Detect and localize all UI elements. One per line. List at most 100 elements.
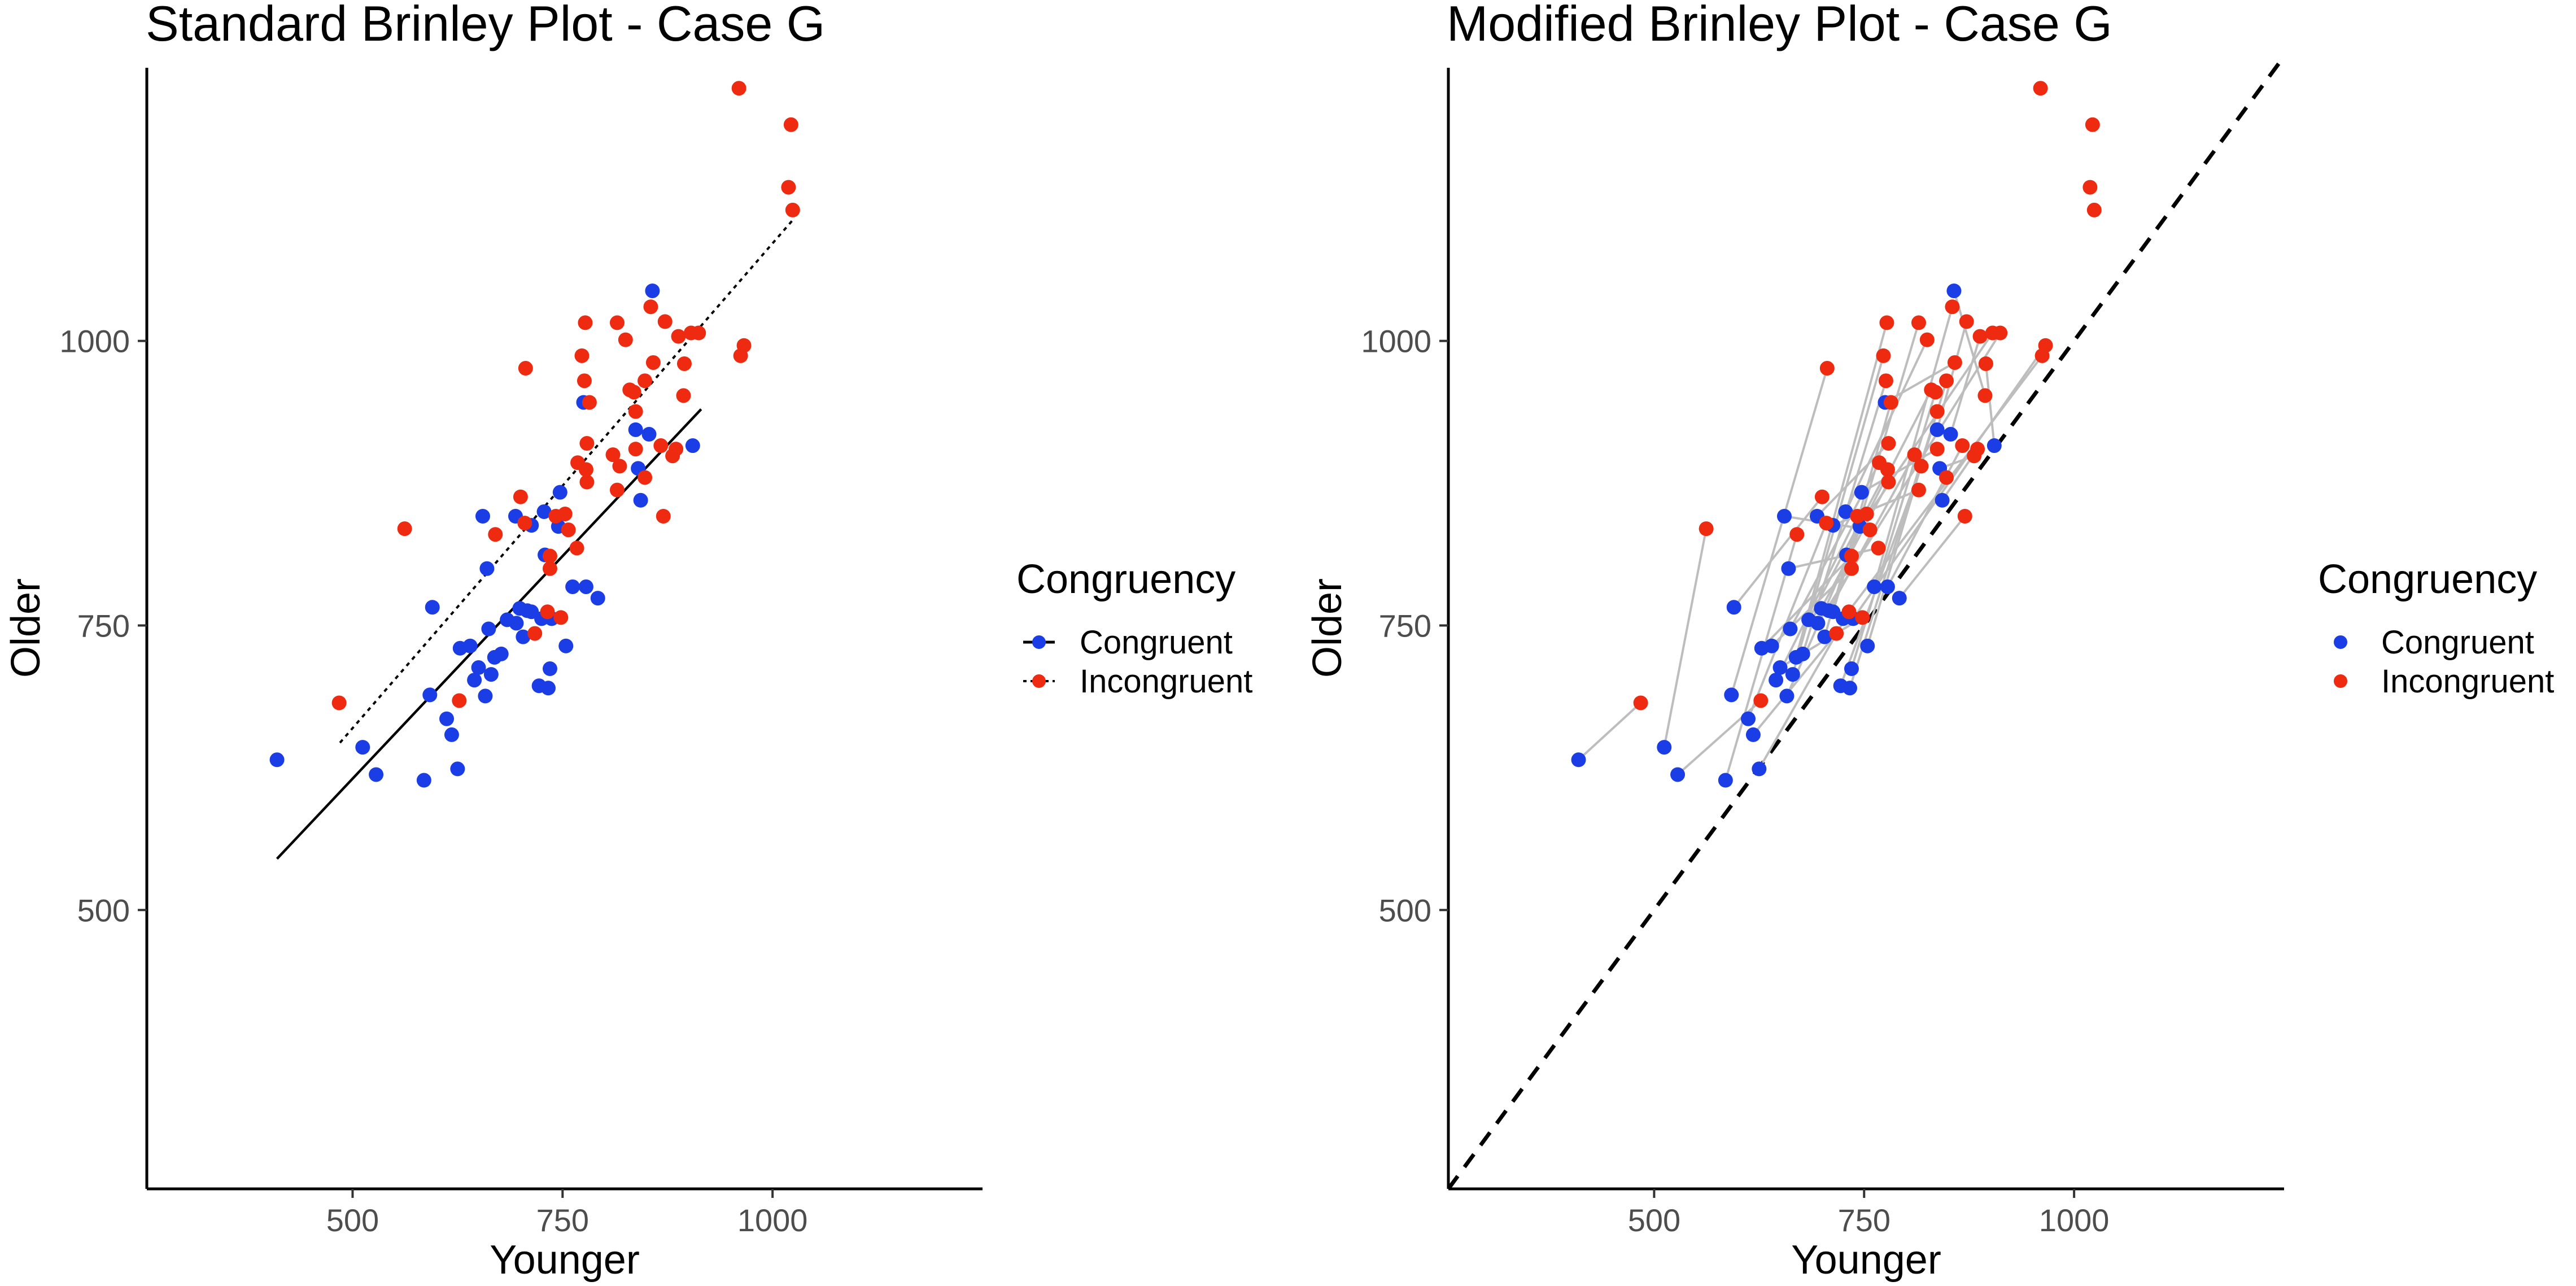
connector-line	[1578, 702, 1641, 761]
legend-title: Congruency	[2318, 557, 2537, 602]
x-axis-title: Younger	[490, 1237, 640, 1283]
point-incongruent	[582, 395, 597, 410]
point-incongruent	[397, 521, 412, 537]
point-incongruent	[513, 489, 528, 504]
point-congruent	[558, 638, 574, 653]
connector-line	[1733, 496, 1823, 608]
point-incongruent	[1829, 626, 1844, 641]
point-congruent	[552, 485, 567, 500]
point-incongruent	[653, 438, 669, 454]
point-incongruent	[1972, 329, 1988, 344]
point-congruent	[1810, 616, 1826, 631]
data-points	[1571, 81, 2102, 788]
point-incongruent	[1879, 315, 1894, 330]
point-incongruent	[1978, 356, 1993, 371]
data-points	[269, 81, 800, 788]
legend: Congruency Congruent Incongruent	[2318, 557, 2554, 700]
connector-line	[1752, 633, 1837, 736]
point-incongruent	[691, 325, 706, 341]
point-congruent	[1776, 509, 1792, 524]
legend-label-congruent: Congruent	[1080, 624, 1233, 661]
x-tick-label: 750	[536, 1202, 589, 1238]
point-incongruent	[1883, 395, 1898, 410]
point-incongruent	[656, 509, 671, 524]
point-incongruent	[1633, 695, 1648, 710]
point-congruent	[481, 621, 496, 637]
point-incongruent	[781, 180, 796, 195]
point-incongruent	[785, 202, 800, 217]
point-congruent	[509, 616, 524, 631]
legend-label-congruent: Congruent	[2381, 624, 2534, 661]
point-incongruent	[736, 338, 752, 353]
y-tick-label: 750	[77, 608, 130, 643]
point-congruent	[628, 422, 643, 437]
point-congruent	[439, 711, 455, 726]
point-incongruent	[1977, 388, 1993, 403]
point-congruent	[1817, 629, 1832, 644]
point-congruent	[536, 504, 552, 519]
point-incongruent	[561, 522, 576, 538]
point-incongruent	[578, 462, 593, 477]
chart-title-modified: Modified Brinley Plot - Case G	[1447, 0, 2112, 51]
y-axis-title: Older	[3, 578, 49, 678]
point-congruent	[1657, 740, 1672, 755]
point-congruent	[578, 579, 593, 594]
point-congruent	[355, 740, 370, 755]
point-incongruent	[605, 447, 621, 463]
point-incongruent	[1841, 604, 1857, 620]
chart-title-standard: Standard Brinley Plot - Case G	[146, 0, 825, 51]
connector-line	[1775, 516, 1859, 681]
standard-brinley-panel: Standard Brinley Plot - Case G 500 750 100…	[3, 0, 1252, 1283]
point-congruent	[478, 688, 493, 704]
point-congruent	[565, 579, 580, 594]
connector-line	[1984, 363, 1996, 446]
identity-line	[1447, 55, 2286, 1191]
axis-ticks: 500 750 1000 500 750 1000	[59, 324, 807, 1238]
point-congruent	[1946, 283, 1962, 298]
point-incongruent	[1939, 373, 1954, 389]
point-congruent	[641, 426, 657, 442]
connector-line	[1663, 528, 1708, 748]
point-incongruent	[2038, 338, 2053, 353]
connector-lines	[1578, 290, 2047, 781]
point-incongruent	[1876, 348, 1891, 363]
point-incongruent	[569, 540, 584, 556]
point-incongruent	[1814, 489, 1830, 504]
legend-label-incongruent: Incongruent	[2381, 663, 2554, 700]
point-incongruent	[2033, 81, 2048, 96]
point-incongruent	[1855, 610, 1870, 625]
legend-title: Congruency	[1016, 557, 1235, 602]
connector-line	[1730, 368, 1828, 695]
point-congruent	[1764, 638, 1779, 653]
point-congruent	[1943, 426, 1958, 442]
point-incongruent	[1911, 315, 1926, 330]
point-congruent	[483, 667, 499, 682]
point-incongruent	[1970, 442, 1985, 457]
point-congruent	[1867, 579, 1882, 594]
connector-line	[1866, 380, 1948, 647]
x-axis-title: Younger	[1791, 1237, 1941, 1283]
x-tick-label: 500	[326, 1202, 379, 1238]
point-incongruent	[557, 506, 573, 521]
point-congruent	[1781, 561, 1796, 576]
point-incongruent	[1753, 693, 1769, 708]
point-incongruent	[488, 527, 503, 542]
point-congruent	[1986, 438, 2002, 454]
y-tick-label: 1000	[59, 324, 130, 359]
point-congruent	[1718, 773, 1733, 788]
point-congruent	[444, 727, 459, 742]
point-incongruent	[1699, 521, 1714, 537]
point-congruent	[1726, 600, 1741, 615]
point-congruent	[471, 660, 486, 675]
point-incongruent	[540, 604, 555, 620]
point-incongruent	[1878, 373, 1893, 389]
point-congruent	[1854, 485, 1869, 500]
point-incongruent	[577, 373, 592, 389]
point-incongruent	[1871, 540, 1886, 556]
point-congruent	[1769, 673, 1784, 688]
connector-line	[1884, 361, 1955, 404]
point-congruent	[590, 591, 605, 606]
point-incongruent	[638, 373, 653, 389]
point-incongruent	[574, 348, 590, 363]
point-congruent	[425, 600, 440, 615]
